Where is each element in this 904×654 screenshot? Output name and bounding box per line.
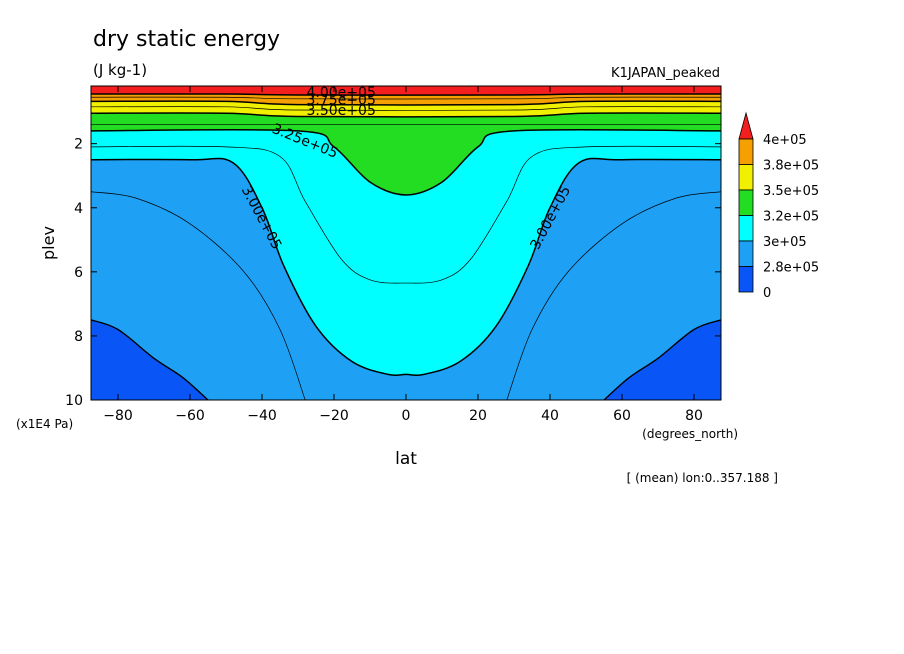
contour-line-325000 xyxy=(91,128,721,196)
x-tick-label: 0 xyxy=(402,408,411,424)
contour-line-350000 xyxy=(91,112,721,118)
x-axis-label: lat xyxy=(395,449,417,469)
x-tick-label: −20 xyxy=(319,408,349,424)
contour-line-312500 xyxy=(91,145,721,284)
colorbar-label: 3e+05 xyxy=(763,235,807,250)
contour-line-400000 xyxy=(91,93,721,96)
x-tick-label: 20 xyxy=(469,408,487,424)
filled-contours xyxy=(91,86,721,400)
x-axis: −80 −60 −40 −20 0 20 40 60 80 xyxy=(103,86,703,424)
colorbar-segment xyxy=(738,215,754,242)
colorbar-label: 3.2e+05 xyxy=(763,210,819,225)
contour-line-375000 xyxy=(91,100,721,106)
band-fill xyxy=(91,86,721,376)
contour-line-387500 xyxy=(91,96,721,100)
chart-title: dry static energy xyxy=(93,27,280,52)
x-tick-label: −60 xyxy=(175,408,205,424)
contour-line-287500 xyxy=(91,191,721,400)
colorbar-segment xyxy=(738,164,754,191)
x-tick-label: 80 xyxy=(685,408,703,424)
band-fill xyxy=(604,319,721,400)
colorbar-segment xyxy=(738,240,754,267)
contour-lines xyxy=(91,93,721,400)
y-axis: 2 4 6 8 10 xyxy=(65,137,721,409)
colorbar-label: 3.5e+05 xyxy=(763,184,819,199)
colorbar-segment xyxy=(738,189,754,216)
x-tick-label: −80 xyxy=(103,408,133,424)
averaging-note: [ (mean) lon:0..357.188 ] xyxy=(627,471,778,485)
colorbar: 4e+05 3.8e+05 3.5e+05 3.2e+05 3e+05 2.8e+05 0 xyxy=(738,111,819,301)
contour-label: 3.50e+05 xyxy=(307,103,376,119)
contour-label: 3.75e+05 xyxy=(307,92,376,108)
x-tick-label: 60 xyxy=(613,408,631,424)
plot-area: 4.00e+053.75e+053.50e+053.25e+053.00e+05… xyxy=(65,85,722,424)
colorbar-label: 2.8e+05 xyxy=(763,261,819,276)
y-tick-label: 2 xyxy=(74,137,83,153)
colorbar-arrow xyxy=(738,111,754,140)
y-axis-label: plev xyxy=(39,226,58,260)
contour-label: 4.00e+05 xyxy=(307,85,376,101)
contour-line xyxy=(91,319,209,400)
y-tick-label: 8 xyxy=(74,329,83,345)
x-axis-units: (degrees_north) xyxy=(642,427,738,441)
chart-units: (J kg-1) xyxy=(93,61,147,79)
contour-line-300000 xyxy=(91,157,721,377)
x-tick-label: −40 xyxy=(247,408,277,424)
x-tick-label: 40 xyxy=(541,408,559,424)
contour-line-362500 xyxy=(91,106,721,111)
run-label: K1JAPAN_peaked xyxy=(611,66,720,81)
contour-line xyxy=(603,319,721,400)
y-axis-units: (x1E4 Pa) xyxy=(16,417,73,431)
colorbar-label: 4e+05 xyxy=(763,133,807,148)
colorbar-label: 0 xyxy=(763,286,771,301)
colorbar-segment xyxy=(738,266,754,293)
y-tick-label: 10 xyxy=(65,393,83,409)
band-fill xyxy=(91,319,208,400)
y-tick-label: 6 xyxy=(74,265,83,281)
y-tick-label: 4 xyxy=(74,201,83,217)
colorbar-label: 3.8e+05 xyxy=(763,159,819,174)
colorbar-segment xyxy=(738,138,754,165)
